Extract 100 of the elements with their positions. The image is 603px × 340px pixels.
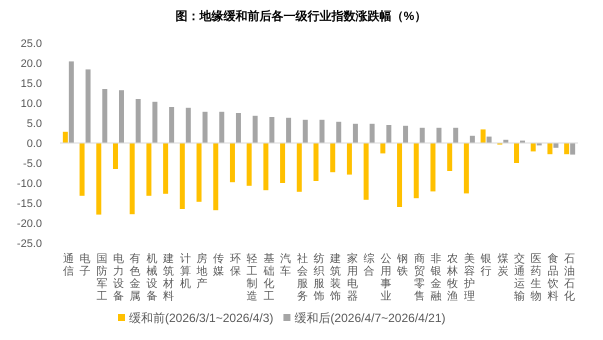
bar — [102, 89, 108, 143]
y-tick-label: -25.0 — [16, 238, 42, 250]
legend-label: 缓和后(2026/4/7~2026/4/21) — [294, 311, 446, 325]
bar — [219, 112, 224, 143]
bar — [246, 143, 252, 186]
bar — [230, 143, 235, 182]
bar — [386, 125, 392, 143]
bar — [397, 143, 402, 207]
x-tick-label: 电子 — [80, 252, 91, 278]
bar — [330, 143, 336, 172]
bar — [346, 143, 352, 175]
bar — [414, 143, 419, 198]
x-tick-label: 基础化工 — [262, 252, 274, 302]
bar — [96, 143, 102, 215]
y-tick-label: 10.0 — [20, 98, 42, 110]
y-tick-label: -5.0 — [23, 158, 42, 170]
bar — [130, 143, 135, 214]
bar — [553, 143, 558, 148]
bar — [196, 143, 202, 202]
x-tick-label: 美容护理 — [462, 252, 475, 302]
bar — [186, 108, 191, 143]
bar — [286, 118, 292, 143]
y-tick-label: -15.0 — [16, 198, 42, 210]
x-tick-label: 纺织服饰 — [312, 252, 324, 302]
bar — [118, 90, 124, 143]
bar — [213, 143, 218, 210]
x-tick-label: 计算机 — [180, 252, 191, 290]
x-tick-label: 建筑材料 — [162, 252, 174, 302]
x-tick-label: 商贸零售 — [414, 252, 425, 302]
bar — [530, 143, 536, 152]
x-tick-label: 石油石化 — [564, 253, 576, 302]
bar — [430, 143, 436, 192]
bar — [136, 99, 141, 143]
bar — [68, 61, 74, 143]
bar — [380, 143, 386, 154]
bar — [169, 107, 174, 143]
bar — [280, 143, 286, 183]
x-tick-label: 家用电器 — [346, 252, 358, 302]
bar — [269, 117, 274, 143]
x-tick-label: 非银金融 — [429, 252, 442, 302]
bar — [263, 143, 268, 190]
y-tick-label: 20.0 — [20, 58, 42, 70]
bar — [86, 69, 91, 143]
x-tick-label: 社会服务 — [296, 252, 308, 302]
y-tick-label: 15.0 — [20, 78, 42, 90]
bar — [436, 128, 442, 143]
bar — [480, 129, 486, 143]
x-tick-label: 煤炭 — [497, 253, 508, 278]
chart-title: 图：地缘缓和前后各一级行业指数涨跌幅（%） — [176, 9, 426, 23]
x-tick-label: 银行 — [480, 253, 492, 278]
x-tick-label: 公用事业 — [380, 253, 392, 302]
bar — [564, 143, 570, 154]
bar — [403, 126, 408, 143]
bar — [364, 143, 369, 200]
bar — [152, 102, 158, 143]
x-tick-label: 通信 — [62, 252, 74, 278]
x-tick-label: 汽车 — [280, 253, 292, 278]
bar — [296, 143, 302, 192]
x-tick-label: 国防军工 — [96, 253, 108, 302]
bar — [514, 143, 520, 163]
legend-label: 缓和前(2026/3/1~2026/4/3) — [129, 311, 274, 325]
bar — [453, 128, 458, 143]
x-tick-label: 轻工制造 — [246, 253, 258, 302]
y-tick-label: -10.0 — [16, 178, 42, 190]
bar — [180, 143, 185, 209]
bar — [236, 113, 241, 143]
bar — [320, 120, 324, 143]
bar — [62, 132, 68, 143]
y-tick-label: 5.0 — [26, 118, 42, 130]
bar — [420, 128, 425, 143]
y-tick-label: -20.0 — [16, 218, 42, 230]
y-tick-label: 0.0 — [26, 138, 42, 150]
bar — [336, 122, 342, 143]
bar — [112, 143, 118, 169]
bar — [146, 143, 152, 196]
x-tick-label: 传媒 — [213, 253, 224, 278]
x-tick-label: 机械设备 — [146, 253, 158, 302]
x-tick-label: 有色金属 — [130, 253, 141, 302]
bar — [570, 143, 576, 155]
x-tick-label: 房地产 — [196, 252, 208, 290]
x-tick-label: 电力设备 — [112, 252, 124, 302]
x-tick-label: 农林牧渔 — [446, 253, 458, 302]
x-tick-label: 钢铁 — [396, 253, 408, 278]
bar — [370, 124, 375, 143]
x-tick-label: 食品饮料 — [546, 253, 558, 302]
bar — [80, 143, 85, 196]
x-tick-label: 交通运输 — [514, 252, 526, 302]
x-tick-label: 建筑装饰 — [329, 252, 342, 302]
bar — [547, 143, 552, 154]
bar — [486, 136, 492, 143]
bar — [314, 143, 318, 181]
x-tick-label: 环保 — [230, 253, 241, 278]
bar — [352, 124, 358, 143]
bar — [163, 143, 168, 194]
bar — [252, 116, 258, 143]
x-tick-label: 医药生物 — [530, 253, 542, 302]
y-tick-label: 25.0 — [20, 38, 42, 50]
bar — [464, 143, 469, 194]
bar — [470, 136, 475, 143]
x-tick-label: 综合 — [364, 252, 375, 278]
